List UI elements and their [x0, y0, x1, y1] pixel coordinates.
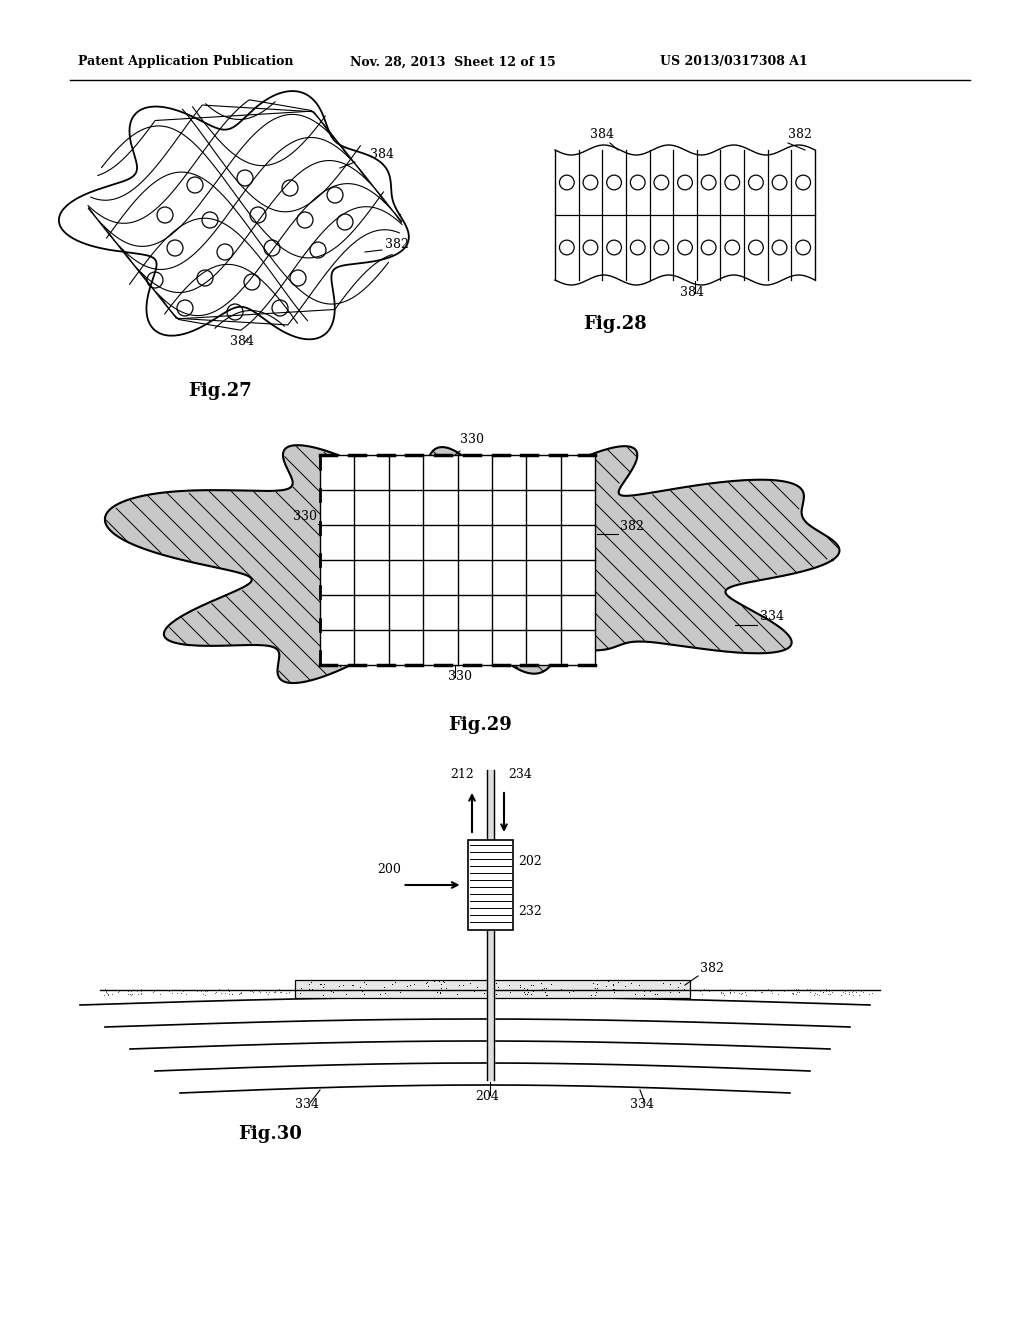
Text: 334: 334 [630, 1098, 654, 1111]
Text: 330: 330 [293, 510, 317, 523]
Text: 334: 334 [295, 1098, 319, 1111]
Bar [319, 455, 595, 665]
Text: 384: 384 [590, 128, 614, 141]
Text: 382: 382 [385, 238, 409, 251]
Text: Patent Application Publication: Patent Application Publication [78, 55, 294, 69]
Text: Fig.28: Fig.28 [583, 315, 647, 333]
Text: 384: 384 [370, 148, 394, 161]
Text: 382: 382 [620, 520, 644, 533]
Bar [468, 840, 512, 931]
Text: 384: 384 [680, 286, 705, 300]
Bar [295, 979, 690, 998]
Text: 384: 384 [230, 335, 254, 348]
Text: 330: 330 [460, 433, 484, 446]
Text: Fig.29: Fig.29 [449, 715, 512, 734]
Text: 382: 382 [788, 128, 812, 141]
Text: 330: 330 [449, 671, 472, 682]
Text: 234: 234 [508, 768, 531, 781]
Polygon shape [59, 91, 409, 339]
Text: Fig.27: Fig.27 [188, 381, 252, 400]
Text: 204: 204 [475, 1090, 499, 1104]
Text: 202: 202 [518, 855, 543, 869]
Polygon shape [104, 445, 840, 682]
Text: 334: 334 [760, 610, 784, 623]
Text: US 2013/0317308 A1: US 2013/0317308 A1 [660, 55, 808, 69]
Text: 382: 382 [700, 962, 724, 975]
Text: Nov. 28, 2013  Sheet 12 of 15: Nov. 28, 2013 Sheet 12 of 15 [350, 55, 556, 69]
Text: 200: 200 [378, 863, 401, 876]
Text: 232: 232 [518, 906, 543, 917]
Text: Fig.30: Fig.30 [238, 1125, 302, 1143]
Text: 212: 212 [450, 768, 474, 781]
